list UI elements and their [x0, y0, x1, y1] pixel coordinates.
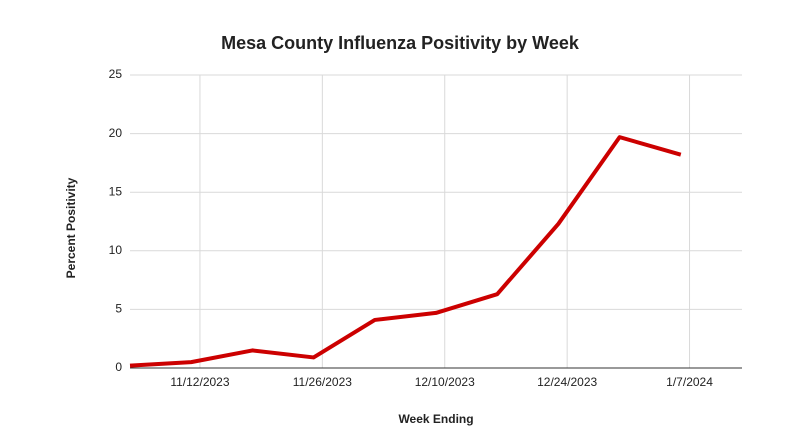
chart-title: Mesa County Influenza Positivity by Week	[221, 33, 580, 53]
y-tick-label: 10	[109, 243, 123, 257]
x-tick-label: 12/24/2023	[537, 375, 597, 389]
x-tick-label: 1/7/2024	[666, 375, 713, 389]
y-tick-label: 20	[109, 126, 123, 140]
x-axis-title: Week Ending	[398, 412, 473, 426]
y-tick-label: 15	[109, 184, 123, 198]
x-tick-label: 11/26/2023	[293, 375, 352, 389]
y-axis-title: Percent Positivity	[64, 177, 78, 278]
y-tick-label: 5	[115, 302, 122, 316]
x-tick-label: 12/10/2023	[415, 375, 475, 389]
data-line	[129, 135, 682, 368]
y-tick-label: 25	[109, 67, 123, 81]
y-tick-label: 0	[115, 360, 122, 374]
x-tick-label: 11/12/2023	[170, 375, 229, 389]
